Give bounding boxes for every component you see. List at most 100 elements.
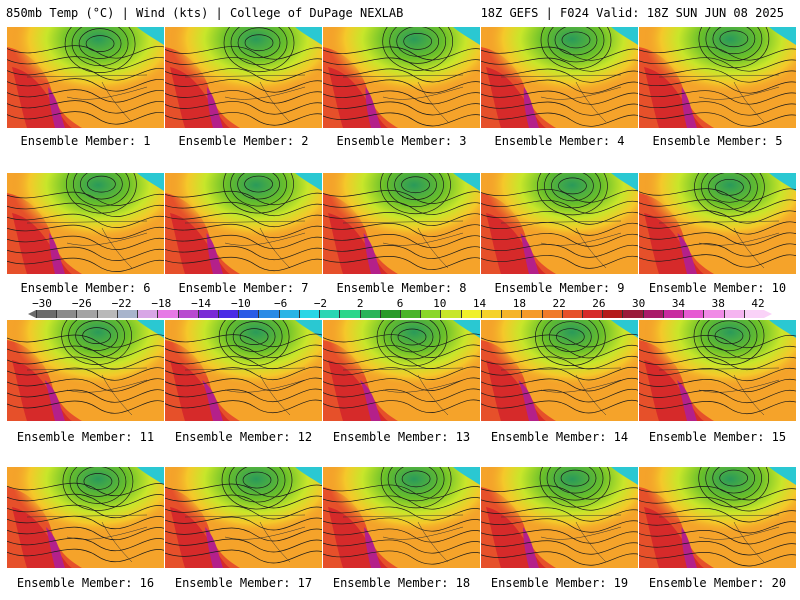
temperature-map-image [481, 173, 638, 274]
colorbar-swatch [683, 310, 704, 318]
colorbar-swatch [379, 310, 400, 318]
colorbar-swatch [501, 310, 522, 318]
temperature-map-image [481, 320, 638, 421]
colorbar-tick: −18 [151, 297, 172, 310]
ensemble-member-label: Ensemble Member: 14 [490, 430, 629, 444]
ensemble-member-map [7, 467, 164, 568]
ensemble-member-map [481, 173, 638, 274]
colorbar-swatch [258, 310, 279, 318]
ensemble-member-label: Ensemble Member: 7 [178, 281, 309, 295]
temperature-map-image [639, 320, 796, 421]
colorbar-swatch [157, 310, 178, 318]
temperature-map-image [639, 173, 796, 274]
ensemble-member-map [481, 27, 638, 128]
ensemble-member-map [639, 467, 796, 568]
colorbar-swatch [480, 310, 502, 318]
ensemble-member-map [481, 467, 638, 568]
colorbar-tick: 10 [433, 297, 447, 310]
ensemble-member-map [323, 467, 480, 568]
colorbar-swatch [642, 310, 663, 318]
colorbar-swatch [723, 310, 744, 318]
colorbar-tick: 38 [711, 297, 725, 310]
ensemble-member-map [165, 467, 322, 568]
colorbar-min-arrow [28, 310, 36, 318]
colorbar-tick: −14 [191, 297, 212, 310]
temperature-map-image [323, 27, 480, 128]
colorbar-swatch [116, 310, 138, 318]
ensemble-member-map [481, 320, 638, 421]
ensemble-member-label: Ensemble Member: 2 [178, 134, 309, 148]
colorbar-swatch [177, 310, 198, 318]
ensemble-member-label: Ensemble Member: 1 [20, 134, 151, 148]
colorbar-swatch [460, 310, 481, 318]
temperature-map-image [165, 27, 322, 128]
ensemble-member-map [323, 173, 480, 274]
temperature-map-image [481, 467, 638, 568]
ensemble-member-label: Ensemble Member: 4 [494, 134, 625, 148]
ensemble-member-label: Ensemble Member: 3 [336, 134, 467, 148]
ensemble-member-map [639, 27, 796, 128]
colorbar-tick: 30 [632, 297, 646, 310]
temperature-map-image [165, 320, 322, 421]
temperature-map-image [165, 467, 322, 568]
temperature-map-image [7, 27, 164, 128]
temperature-map-image [639, 467, 796, 568]
colorbar-swatch [400, 310, 421, 318]
colorbar-tick: 34 [671, 297, 686, 310]
colorbar-tick: −10 [230, 297, 251, 310]
colorbar-tick: −30 [32, 297, 52, 310]
ensemble-member-map [639, 320, 796, 421]
colorbar-swatch [96, 310, 117, 318]
colorbar-swatch [582, 310, 603, 318]
ensemble-member-label: Ensemble Member: 19 [490, 576, 629, 590]
ensemble-member-map [165, 173, 322, 274]
colorbar-max-arrow [764, 310, 772, 318]
ensemble-member-label: Ensemble Member: 16 [16, 576, 155, 590]
ensemble-member-map [165, 27, 322, 128]
colorbar-swatch [420, 310, 441, 318]
ensemble-member-map [7, 27, 164, 128]
colorbar-swatch [602, 310, 623, 318]
colorbar-swatch [743, 310, 764, 318]
colorbar-tick: 2 [356, 297, 364, 310]
colorbar-swatch [218, 310, 239, 318]
ensemble-member-map [323, 27, 480, 128]
temperature-map-image [323, 467, 480, 568]
colorbar-tick: 22 [552, 297, 566, 310]
temperature-colorbar [28, 310, 772, 318]
colorbar-swatch [278, 310, 299, 318]
ensemble-member-label: Ensemble Member: 13 [332, 430, 471, 444]
colorbar-tick: 6 [396, 297, 404, 310]
temperature-map-image [323, 173, 480, 274]
ensemble-member-label: Ensemble Member: 8 [336, 281, 467, 295]
ensemble-member-label: Ensemble Member: 6 [20, 281, 151, 295]
ensemble-member-label: Ensemble Member: 5 [652, 134, 783, 148]
colorbar-swatch [137, 310, 158, 318]
colorbar-swatch [521, 310, 542, 318]
colorbar-swatch [359, 310, 380, 318]
colorbar-swatch [238, 310, 259, 318]
ensemble-member-map [323, 320, 480, 421]
colorbar-tick: −6 [274, 297, 288, 310]
colorbar-swatch [541, 310, 562, 318]
colorbar-swatch [36, 310, 57, 318]
model-valid-time: 18Z GEFS | F024 Valid: 18Z SUN JUN 08 20… [480, 6, 784, 20]
temperature-map-image [481, 27, 638, 128]
temperature-map-image [7, 320, 164, 421]
colorbar-swatch [622, 310, 643, 318]
ensemble-member-map [165, 320, 322, 421]
ensemble-member-label: Ensemble Member: 11 [16, 430, 155, 444]
temperature-map-image [7, 467, 164, 568]
ensemble-member-label: Ensemble Member: 18 [332, 576, 471, 590]
colorbar-swatch [197, 310, 218, 318]
ensemble-member-map [7, 320, 164, 421]
ensemble-member-label: Ensemble Member: 12 [174, 430, 313, 444]
temperature-map-image [165, 173, 322, 274]
ensemble-member-label: Ensemble Member: 15 [648, 430, 787, 444]
colorbar-swatch [703, 310, 724, 318]
colorbar-swatch [319, 310, 340, 318]
colorbar-swatch [298, 310, 320, 318]
temperature-map-image [7, 173, 164, 274]
temperature-map-image [323, 320, 480, 421]
colorbar-tick: −2 [313, 297, 328, 310]
